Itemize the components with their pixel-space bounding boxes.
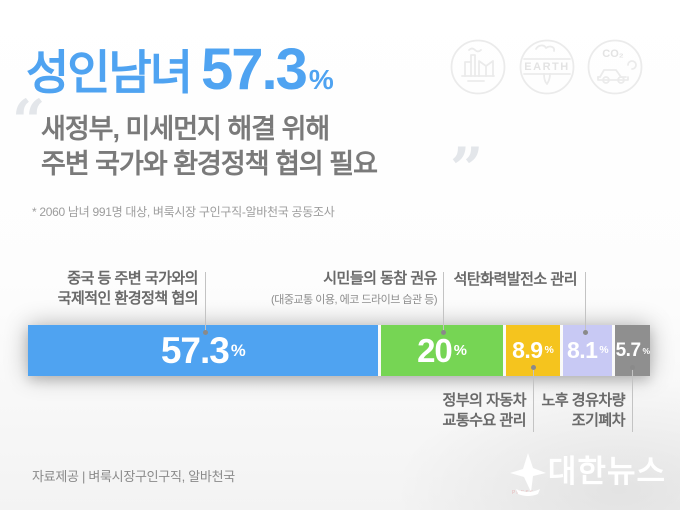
data-source: 자료제공 | 벼룩시장구인구직, 알바천국: [32, 469, 235, 484]
segment-unit: %: [230, 340, 246, 360]
earth-icon: EARTH: [519, 39, 575, 95]
segment-unit: %: [642, 345, 650, 356]
callout-line: 교통수요 관리: [442, 411, 527, 429]
connector-dot: [203, 330, 208, 335]
segment-value: 20: [417, 331, 453, 369]
connector-dot: [531, 365, 536, 370]
callout-line: 석탄화력발전소 관리: [453, 271, 578, 288]
callout-subtext: (대중교통 이용, 에코 드라이브 습관 등): [271, 293, 437, 306]
close-quote-mark: ”: [450, 135, 484, 203]
segment-unit: %: [544, 345, 554, 356]
survey-note: * 2060 남녀 991명 대상, 벼룩시장 구인구직-알바천국 공동조사: [32, 205, 335, 219]
segment-value: 57.3: [160, 329, 230, 371]
callout-international-cooperation: 중국 등 주변 국가와의 국제적인 환경정책 협의: [57, 269, 199, 308]
daehan-news-logo-text: 대한뉴스: [547, 454, 666, 489]
segment-value: 8.9: [512, 337, 543, 363]
subtitle-line2: 주변 국가와 환경정책 협의 필요: [41, 149, 378, 179]
callout-coal-plant: 석탄화력발전소 관리: [453, 270, 578, 290]
page-title: 성인남녀 57.3 %: [26, 34, 334, 103]
callout-line: 조기폐차: [571, 411, 626, 429]
connector-line: [203, 272, 208, 335]
callout-line: 정부의 자동차: [442, 392, 527, 409]
factory-icon: [450, 39, 506, 95]
header-icons: EARTH CO₂: [450, 39, 643, 95]
subtitle-line1: 새정부, 미세먼지 해결 위해: [41, 114, 330, 144]
callout-citizen-participation: 시민들의 동참 권유 (대중교통 이용, 에코 드라이브 습관 등): [271, 269, 437, 310]
segment-unit: %: [599, 345, 609, 356]
connector-line: [583, 272, 588, 335]
title-value: 57.3: [200, 37, 308, 102]
callout-diesel-scrappage: 노후 경유차량 조기폐차: [541, 391, 626, 430]
callout-line: 시민들의 동참 권유: [323, 270, 437, 287]
bar-segment-coal-plant: 8.1%: [562, 325, 613, 376]
title-prefix: 성인남녀: [26, 46, 193, 99]
earth-icon-label: EARTH: [524, 61, 569, 73]
connector-dot: [583, 330, 588, 335]
subtitle: 새정부, 미세먼지 해결 위해 주변 국가와 환경정책 협의 필요: [41, 112, 378, 182]
connector-dot: [630, 365, 635, 370]
title-unit: %: [308, 64, 334, 95]
daehan-news-logo: 대한뉴스: [508, 451, 666, 497]
callout-line: 중국 등 주변 국가와의: [67, 270, 198, 287]
segment-value: 5.7: [615, 339, 641, 361]
co2-car-icon: CO₂: [587, 39, 643, 95]
connector-line: [630, 365, 635, 432]
callout-traffic-demand: 정부의 자동차 교통수요 관리: [442, 391, 527, 430]
connector-dot: [441, 330, 446, 335]
segment-value: 8.1: [566, 337, 598, 363]
connector-line: [441, 272, 446, 335]
callout-line: 노후 경유차량: [541, 392, 626, 409]
segment-unit: %: [453, 342, 467, 359]
connector-line: [531, 365, 536, 432]
open-quote-mark: “: [12, 87, 46, 155]
stacked-bar-chart: 57.3% 20% 8.9% 8.1% 5.7%: [28, 325, 650, 376]
daehan-news-emblem-icon: [509, 453, 546, 496]
co2-icon-label: CO₂: [602, 48, 624, 60]
bar-segment-china-cooperation: 57.3%: [28, 325, 378, 376]
callout-line: 국제적인 환경정책 협의: [57, 289, 199, 307]
